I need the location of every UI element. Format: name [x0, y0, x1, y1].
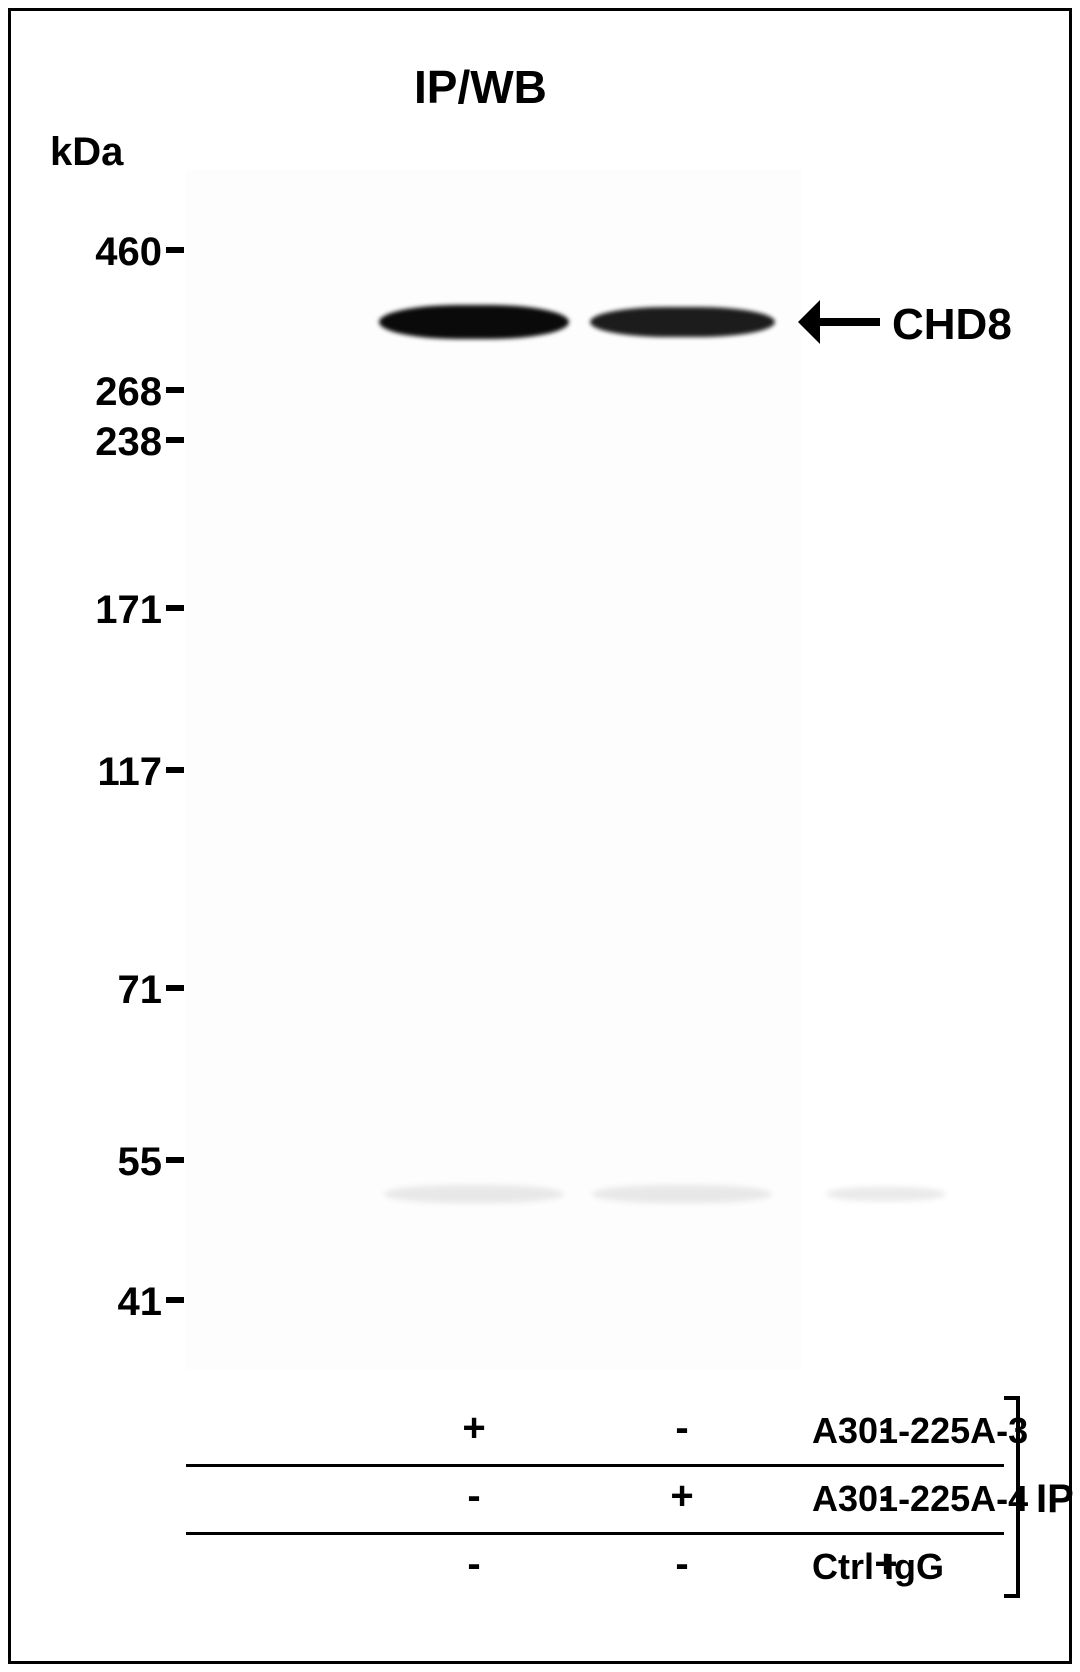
- target-arrow-line: [820, 318, 880, 326]
- mw-label: 41: [118, 1280, 163, 1325]
- target-label: CHD8: [892, 300, 1012, 350]
- mw-label: 238: [95, 420, 162, 465]
- mw-tick: [166, 767, 184, 773]
- mw-tick: [166, 985, 184, 991]
- blot-band-faint: [592, 1185, 772, 1203]
- mw-label: 268: [95, 370, 162, 415]
- mw-label: 171: [95, 588, 162, 633]
- ip-symbol: +: [662, 1474, 702, 1519]
- ip-row-separator: [186, 1532, 1004, 1535]
- unit-label: kDa: [50, 130, 123, 175]
- ip-symbol: -: [662, 1542, 702, 1587]
- ip-label: IP: [1036, 1477, 1074, 1522]
- ip-bracket-bottom: [1004, 1594, 1016, 1598]
- mw-tick: [166, 387, 184, 393]
- target-arrow-head: [798, 300, 820, 344]
- figure-title: IP/WB: [414, 60, 547, 114]
- ip-row-separator: [186, 1464, 1004, 1467]
- mw-label: 460: [95, 230, 162, 275]
- ip-antibody-label: A301-225A-4: [812, 1478, 1028, 1520]
- blot-band: [379, 305, 569, 339]
- blot-band-faint: [826, 1187, 946, 1201]
- blot-band-faint: [384, 1185, 564, 1203]
- mw-tick: [166, 247, 184, 253]
- blot-band: [590, 307, 775, 337]
- ip-symbol: -: [454, 1474, 494, 1519]
- mw-label: 117: [97, 750, 162, 795]
- ip-antibody-label: A301-225A-3: [812, 1410, 1028, 1452]
- mw-tick: [166, 1297, 184, 1303]
- ip-symbol: -: [454, 1542, 494, 1587]
- ip-antibody-label: Ctrl IgG: [812, 1546, 944, 1588]
- ip-bracket-vertical: [1016, 1396, 1020, 1598]
- mw-tick: [166, 1157, 184, 1163]
- ip-symbol: -: [662, 1406, 702, 1451]
- mw-label: 71: [118, 968, 163, 1013]
- mw-tick: [166, 605, 184, 611]
- mw-label: 55: [118, 1140, 163, 1185]
- ip-bracket-top: [1004, 1396, 1016, 1400]
- mw-tick: [166, 437, 184, 443]
- ip-symbol: +: [454, 1406, 494, 1451]
